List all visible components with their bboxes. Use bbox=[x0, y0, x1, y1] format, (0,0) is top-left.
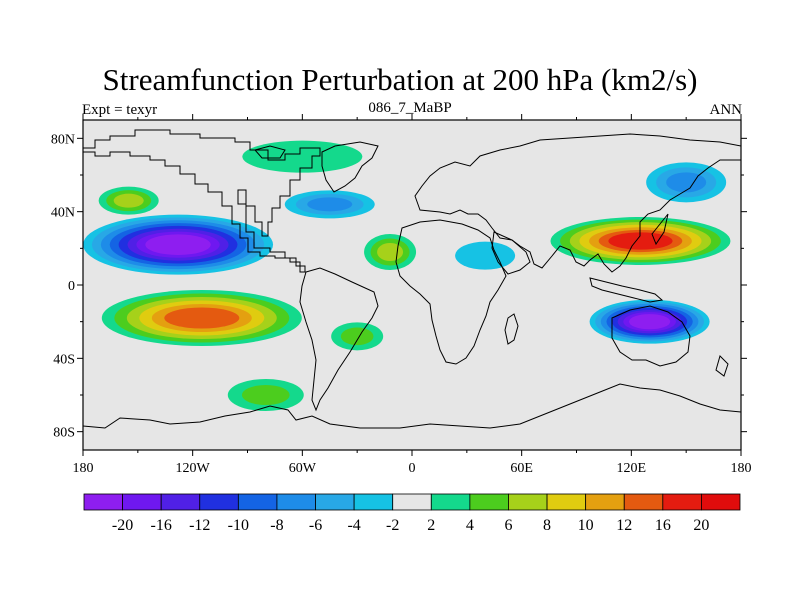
coastline-new-zealand bbox=[715, 355, 729, 377]
y-tick-label: 40S bbox=[53, 352, 75, 367]
colorbar-swatch bbox=[623, 493, 664, 511]
colorbar-swatch bbox=[199, 493, 239, 511]
x-tick-label: 120W bbox=[176, 461, 211, 476]
colorbar-swatch bbox=[430, 493, 471, 511]
plot-area bbox=[82, 119, 742, 451]
anomaly-cell bbox=[242, 140, 363, 173]
y-tick-label: 80S bbox=[53, 426, 75, 441]
x-tick-label: 60W bbox=[289, 461, 317, 476]
colorbar-label: -12 bbox=[189, 517, 210, 534]
contour-band bbox=[242, 140, 363, 173]
coastline-antarctica bbox=[83, 383, 741, 429]
colorbar-label: -6 bbox=[309, 517, 322, 534]
x-tick-label: 180 bbox=[73, 461, 94, 476]
coastline-madagascar bbox=[504, 313, 519, 345]
contour-band bbox=[145, 234, 211, 255]
colorbar-label: 20 bbox=[693, 517, 709, 534]
coastline-layer bbox=[83, 129, 741, 429]
coastline-north-america bbox=[83, 129, 321, 273]
y-tick-label: 80N bbox=[51, 132, 75, 147]
contour-band bbox=[113, 193, 144, 208]
colorbar-label: -8 bbox=[270, 517, 283, 534]
contour-band bbox=[608, 232, 673, 250]
colorbar-swatch bbox=[508, 493, 548, 511]
colorbar-swatch bbox=[160, 493, 201, 511]
contour-band bbox=[307, 197, 353, 212]
contour-band bbox=[164, 307, 240, 329]
colorbar-label: 4 bbox=[466, 517, 474, 534]
colorbar-swatch bbox=[276, 493, 316, 511]
contour-band bbox=[666, 172, 707, 193]
experiment-label: Expt = texyr bbox=[82, 102, 158, 118]
anomaly-cell bbox=[83, 214, 274, 275]
coastline-arabia bbox=[491, 231, 531, 275]
colorbar-label: 8 bbox=[543, 517, 551, 534]
colorbar-swatch bbox=[392, 493, 432, 511]
anomaly-cell bbox=[364, 234, 417, 270]
coastline-arctic-islands bbox=[254, 145, 286, 159]
colorbar-label: 12 bbox=[616, 517, 632, 534]
anomaly-cell bbox=[455, 241, 516, 270]
coastline-africa bbox=[395, 219, 507, 365]
anomaly-cell bbox=[331, 322, 384, 351]
anomaly-cell bbox=[284, 190, 375, 219]
contour-fill-layer bbox=[83, 140, 731, 411]
anomaly-cell bbox=[227, 379, 304, 411]
plot-background bbox=[83, 120, 741, 450]
coastline-greenland bbox=[321, 141, 379, 193]
anomaly-cell bbox=[646, 162, 727, 203]
case-label: 086_7_MaBP bbox=[368, 100, 452, 116]
contour-band bbox=[455, 241, 516, 270]
y-tick-label: 40N bbox=[51, 206, 75, 221]
season-label: ANN bbox=[709, 102, 743, 118]
axes: 180 120W 60W 0 60E 120E 180 80N 40N 0 40S 80S bbox=[51, 114, 752, 476]
colorbar-label: 6 bbox=[504, 517, 512, 534]
coastline-south-america bbox=[299, 267, 379, 412]
x-tick-label: 180 bbox=[731, 461, 752, 476]
coastline-indonesia bbox=[589, 277, 664, 303]
colorbar-label: -16 bbox=[151, 517, 172, 534]
colorbar-label: -4 bbox=[347, 517, 360, 534]
colorbar-swatch bbox=[315, 493, 355, 511]
anomaly-cell bbox=[101, 290, 302, 346]
colorbar-swatch bbox=[353, 493, 394, 511]
colorbar-label: -2 bbox=[386, 517, 399, 534]
colorbar-label: -20 bbox=[112, 517, 133, 534]
anomaly-cell bbox=[589, 299, 710, 344]
colorbar-swatch bbox=[701, 493, 741, 511]
contour-band bbox=[241, 385, 290, 405]
colorbar-label: -10 bbox=[228, 517, 249, 534]
x-tick-label: 0 bbox=[409, 461, 416, 476]
colorbar: -20 -16 -12 -10 -8 -6 -4 -2 2 4 6 8 10 12 16 20 bbox=[83, 493, 741, 534]
contour-band bbox=[629, 314, 671, 330]
colorbar-label: 16 bbox=[655, 517, 671, 534]
coastline-japan bbox=[651, 213, 669, 246]
colorbar-swatch bbox=[662, 493, 702, 511]
colorbar-swatch bbox=[237, 493, 278, 511]
coastline-australia bbox=[611, 305, 691, 367]
y-tick-label: 0 bbox=[68, 279, 75, 294]
colorbar-swatch bbox=[585, 493, 625, 511]
anomaly-cell bbox=[550, 217, 731, 265]
colorbar-swatch bbox=[546, 493, 587, 511]
x-tick-label: 60E bbox=[510, 461, 533, 476]
colorbar-swatch bbox=[83, 493, 123, 511]
chart-title: Streamfunction Perturbation at 200 hPa (… bbox=[102, 62, 698, 97]
contour-band bbox=[340, 327, 374, 346]
anomaly-cell bbox=[98, 186, 159, 215]
contour-band bbox=[377, 243, 404, 261]
colorbar-swatch bbox=[122, 493, 162, 511]
colorbar-label: 2 bbox=[427, 517, 435, 534]
colorbar-label: 10 bbox=[578, 517, 594, 534]
x-tick-label: 120E bbox=[617, 461, 647, 476]
colorbar-swatch bbox=[469, 493, 509, 511]
